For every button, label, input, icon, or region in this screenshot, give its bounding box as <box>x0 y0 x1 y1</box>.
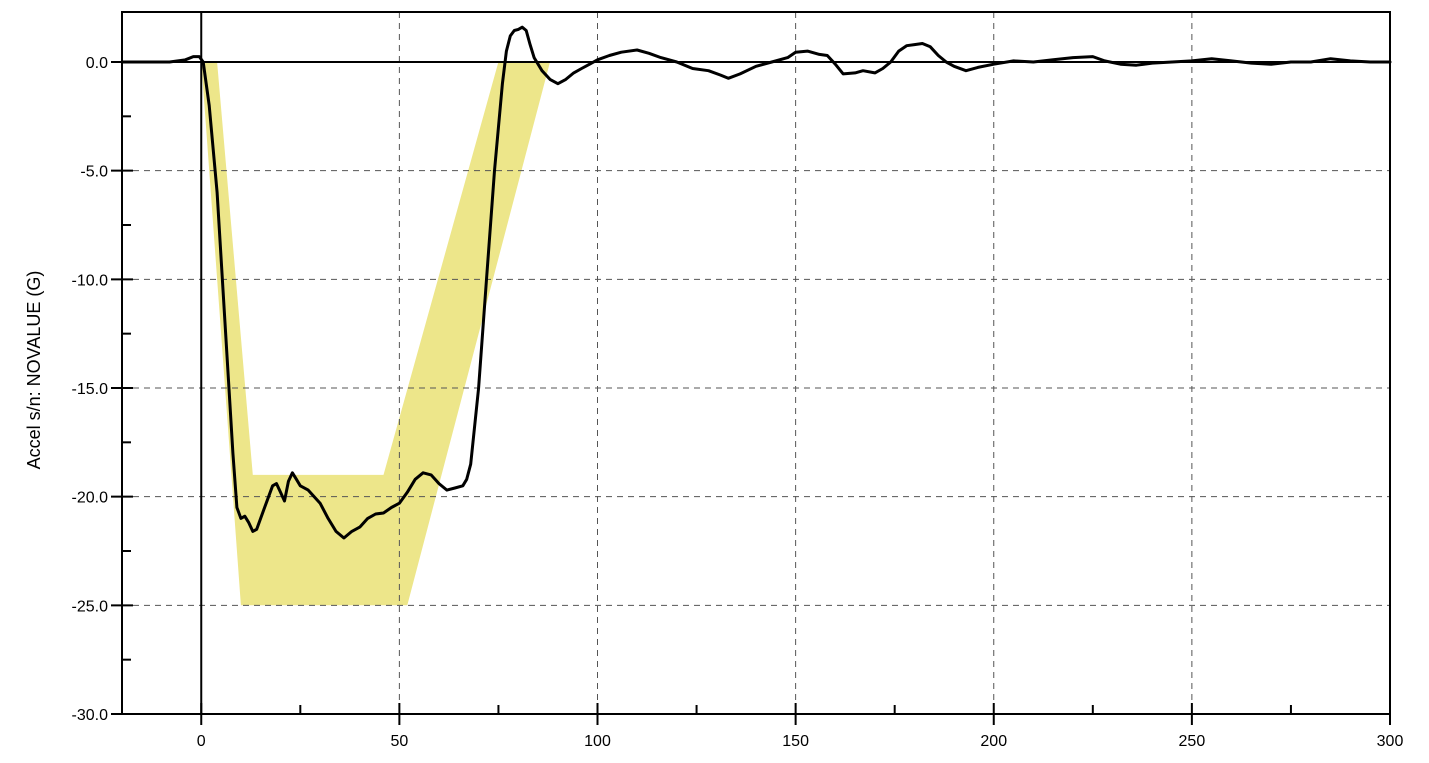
series-line <box>120 25 1392 540</box>
x-tick-label: 150 <box>782 733 809 750</box>
tick-labels-layer: 0 50 100 150 200 250 300 0.0 -5.0 -10.0 -15.0 -20.0… <box>72 55 1404 750</box>
frame-layer <box>121 11 1391 715</box>
corridor-band <box>201 62 551 606</box>
y-tick-label: -20.0 <box>72 490 109 507</box>
y-tick-label: 0.0 <box>86 55 108 72</box>
grid-layer <box>122 12 1390 714</box>
y-tick-label: -30.0 <box>72 707 109 724</box>
x-tick-label: 300 <box>1377 733 1404 750</box>
x-tick-label: 200 <box>980 733 1007 750</box>
y-axis-title: Accel s/n: NOVALUE (G) <box>24 271 44 470</box>
series-layer <box>120 25 1392 540</box>
y-tick-label: -10.0 <box>72 272 109 289</box>
y-tick-label: -25.0 <box>72 598 109 615</box>
plot-frame <box>121 11 1391 715</box>
x-tick-label: 0 <box>197 733 206 750</box>
y-tick-label: -15.0 <box>72 381 109 398</box>
x-tick-label: 100 <box>584 733 611 750</box>
x-tick-label: 250 <box>1179 733 1206 750</box>
x-tick-label: 50 <box>390 733 408 750</box>
y-tick-label: -5.0 <box>80 164 108 181</box>
ticks-layer <box>111 60 1391 725</box>
corridor-layer <box>201 62 551 606</box>
